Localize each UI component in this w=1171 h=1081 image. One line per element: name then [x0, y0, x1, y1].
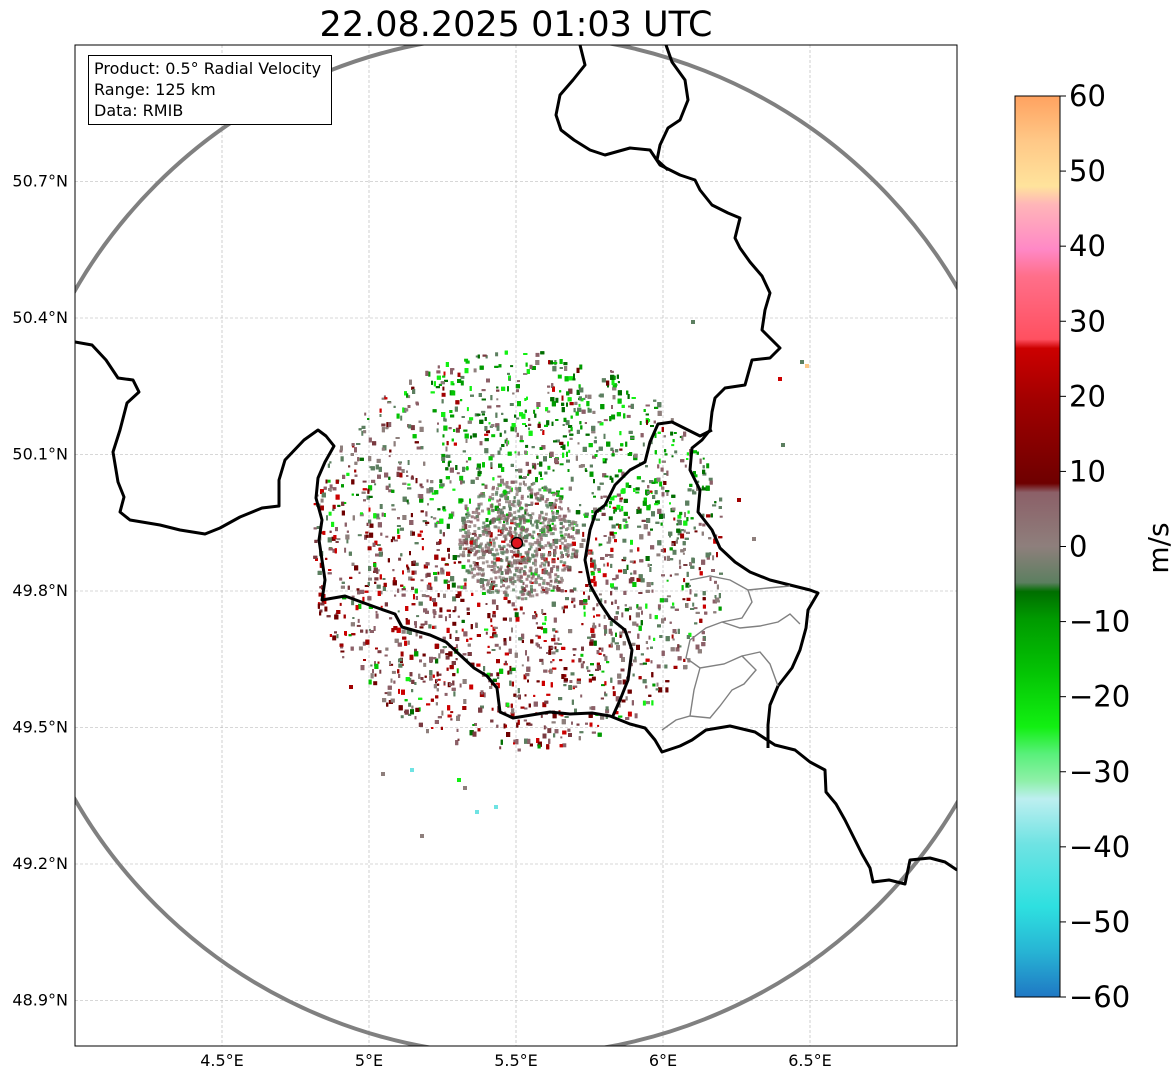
colorbar-tick-label: 40 — [1069, 229, 1106, 263]
map-title: 22.08.2025 01:03 UTC — [319, 5, 713, 45]
colorbar-tick-label: −60 — [1069, 980, 1130, 1014]
colorbar-tick-label: −50 — [1069, 905, 1130, 939]
radar-velocity-echoes — [313, 320, 809, 838]
y-tick-label: 49.2°N — [12, 854, 68, 873]
colorbar-tick-label: 60 — [1069, 79, 1106, 113]
colorbar-tick-label: 0 — [1069, 530, 1087, 564]
y-tick-label: 50.4°N — [12, 308, 68, 327]
info-product: Product: 0.5° Radial Velocity — [94, 59, 322, 78]
y-tick-label: 49.5°N — [12, 718, 68, 737]
colorbar-tick-label: 50 — [1069, 154, 1106, 188]
colorbar: 60 50 40 30 20 10 0 −10 −20 −30 −40 −50 −60 m/s — [1014, 79, 1171, 1014]
gridlines — [75, 45, 957, 1046]
x-tick-label: 4.5°E — [200, 1051, 244, 1070]
colorbar-gradient — [1014, 95, 1061, 998]
x-tick-label: 6°E — [649, 1051, 677, 1070]
border-belgium-luxembourg-west — [75, 340, 957, 886]
longitude-axis: 4.5°E 5°E 5.5°E 6°E 6.5°E — [200, 1051, 832, 1070]
info-data-source: Data: RMIB — [94, 101, 184, 120]
info-range: Range: 125 km — [94, 80, 216, 99]
x-tick-label: 5.5°E — [494, 1051, 538, 1070]
colorbar-unit-label: m/s — [1142, 522, 1171, 573]
y-tick-label: 48.9°N — [12, 991, 68, 1010]
colorbar-tick-label: −20 — [1069, 680, 1130, 714]
colorbar-tick-label: −40 — [1069, 830, 1130, 864]
map-frame — [74, 44, 958, 1047]
colorbar-ticks: 60 50 40 30 20 10 0 −10 −20 −30 −40 −50 −60 — [1060, 79, 1130, 1014]
colorbar-tick-label: −30 — [1069, 755, 1130, 789]
y-tick-label: 50.1°N — [12, 445, 68, 464]
product-info-box: Product: 0.5° Radial Velocity Range: 125… — [88, 55, 332, 125]
border-luxembourg-south — [588, 584, 634, 719]
regional-borders — [661, 575, 801, 731]
border-germany-north — [655, 45, 690, 172]
y-tick-label: 49.8°N — [12, 581, 68, 600]
colorbar-tick-label: 30 — [1069, 304, 1106, 338]
colorbar-tick-label: −10 — [1069, 605, 1130, 639]
border-luxembourg-east — [583, 420, 713, 586]
x-tick-label: 5°E — [355, 1051, 383, 1070]
colorbar-tick-label: 20 — [1069, 379, 1106, 413]
radar-site-marker[interactable] — [510, 536, 524, 550]
colorbar-tick-label: 10 — [1069, 454, 1106, 488]
latitude-axis: 48.9°N 49.2°N 49.5°N 49.8°N 50.1°N 50.4°N 50.7… — [12, 172, 68, 1010]
map-plot-area — [74, 44, 958, 1047]
y-tick-label: 50.7°N — [12, 172, 68, 191]
x-tick-label: 6.5°E — [788, 1051, 832, 1070]
border-germany-east — [554, 45, 820, 748]
